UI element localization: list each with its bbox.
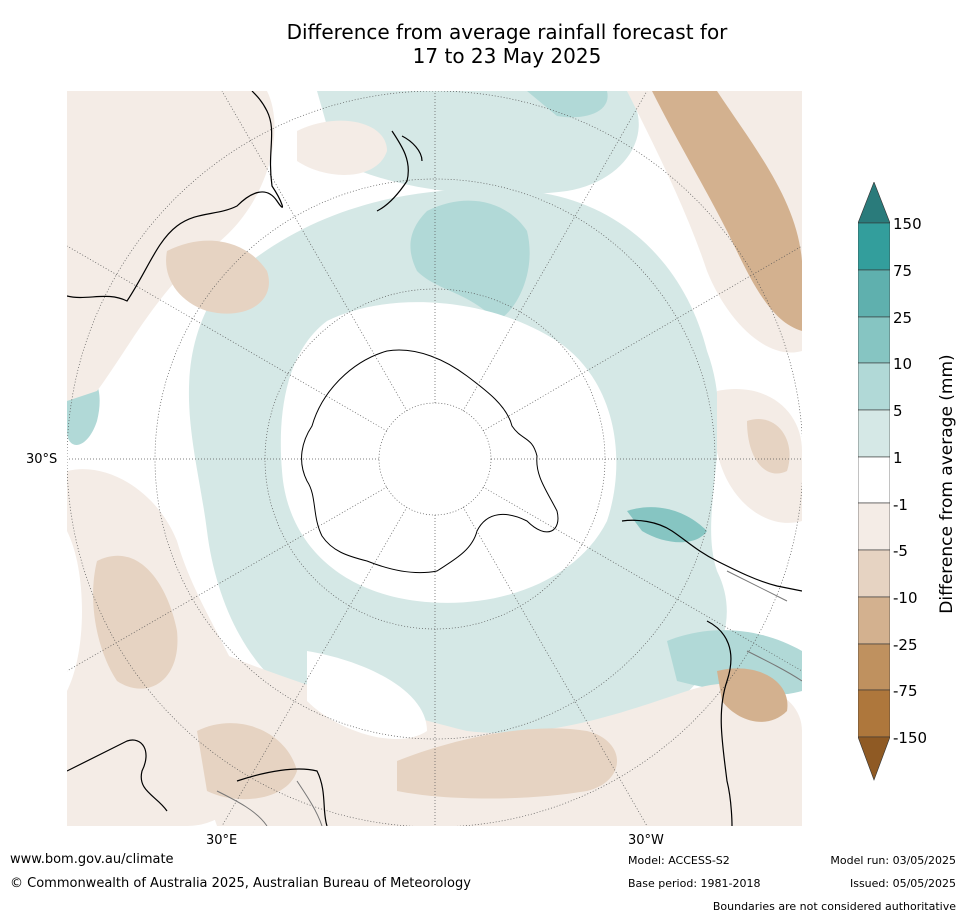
footer-issued: Issued: 05/05/2025 xyxy=(849,877,956,890)
australia-coastline xyxy=(67,91,284,302)
colorbar-band-8 xyxy=(858,549,890,598)
colorbar-top-triangle xyxy=(858,182,890,224)
map-canvas xyxy=(67,91,802,826)
lon-label-30e: 30°E xyxy=(206,833,238,848)
antarctica-landmass xyxy=(301,349,559,574)
title-line-1: Difference from average rainfall forecas… xyxy=(286,20,728,44)
anomaly-region-brown-10 xyxy=(717,668,788,722)
colorbar-band-1 xyxy=(858,222,890,271)
rainfall-anomaly-map xyxy=(67,91,802,826)
colorbar-tick-label: 1 xyxy=(893,449,903,467)
colorbar-band-7 xyxy=(858,502,890,551)
anomaly-region-brown-1 xyxy=(67,91,275,401)
anomaly-region-brown-9 xyxy=(197,723,297,800)
colorbar-band-10 xyxy=(858,643,890,691)
anomaly-region-brown-6 xyxy=(93,555,178,689)
colorbar-band-11 xyxy=(858,689,890,738)
colorbar xyxy=(858,182,890,781)
colorbar-tick-label: -150 xyxy=(893,729,928,747)
colorbar-tick-label: -1 xyxy=(893,496,908,514)
anomaly-region-brown-4 xyxy=(652,91,802,331)
colorbar-band-3 xyxy=(858,316,890,364)
colorbar-title-text: Difference from average (mm) xyxy=(937,354,957,614)
lon-label-30w: 30°W xyxy=(628,833,664,848)
footer-model: Model: ACCESS-S2 xyxy=(628,854,730,867)
anomaly-region-brown-13 xyxy=(297,120,387,175)
anomaly-region-teal-5 xyxy=(627,507,707,543)
title-line-2: 17 to 23 May 2025 xyxy=(412,44,602,68)
graticule-circle-45s xyxy=(154,178,716,740)
colorbar-tick-label: -25 xyxy=(893,636,918,654)
africa-borders xyxy=(216,780,323,826)
footer-disclaimer: Boundaries are not considered authoritat… xyxy=(712,900,956,913)
anomaly-region-brown-8 xyxy=(397,728,617,799)
colorbar-band-6 xyxy=(858,456,890,504)
footer-model-run: Model run: 03/05/2025 xyxy=(830,854,956,867)
colorbar-band-5 xyxy=(858,409,890,458)
colorbar-band-4 xyxy=(858,362,890,411)
anomaly-region-teal-3 xyxy=(410,200,530,321)
colorbar-tick-label: -5 xyxy=(893,542,908,560)
anomaly-region-teal-7 xyxy=(527,91,608,118)
colorbar-tick-label: 5 xyxy=(893,402,903,420)
colorbar-bottom-triangle xyxy=(858,736,890,781)
africa-coastline xyxy=(67,739,328,826)
anomaly-region-brown-2 xyxy=(166,240,269,314)
anomaly-region-brown-12 xyxy=(747,419,790,474)
colorbar-tick-label: -75 xyxy=(893,682,918,700)
anomaly-region-teal-2 xyxy=(317,91,639,195)
footer-copyright: © Commonwealth of Australia 2025, Austra… xyxy=(10,876,471,891)
south-america-coastline xyxy=(621,519,802,826)
map-title: Difference from average rainfall forecas… xyxy=(0,20,965,68)
new-zealand-coastline xyxy=(376,130,423,212)
colorbar-tick-label: -10 xyxy=(893,589,918,607)
footer-url: www.bom.gov.au/climate xyxy=(10,852,174,867)
colorbar-tick-label: 75 xyxy=(893,262,913,280)
colorbar-tick-label: 150 xyxy=(893,215,922,233)
footer-base-period: Base period: 1981-2018 xyxy=(628,877,761,890)
colorbar-tick-label: 25 xyxy=(893,309,913,327)
colorbar-tick-label: 10 xyxy=(893,355,913,373)
south-america-borders xyxy=(726,570,802,682)
anomaly-region-neutral-2 xyxy=(307,651,427,740)
colorbar-band-9 xyxy=(858,596,890,645)
colorbar-band-2 xyxy=(858,269,890,318)
graticule-meridians xyxy=(67,91,802,826)
lat-label-30s: 30°S xyxy=(26,452,58,467)
